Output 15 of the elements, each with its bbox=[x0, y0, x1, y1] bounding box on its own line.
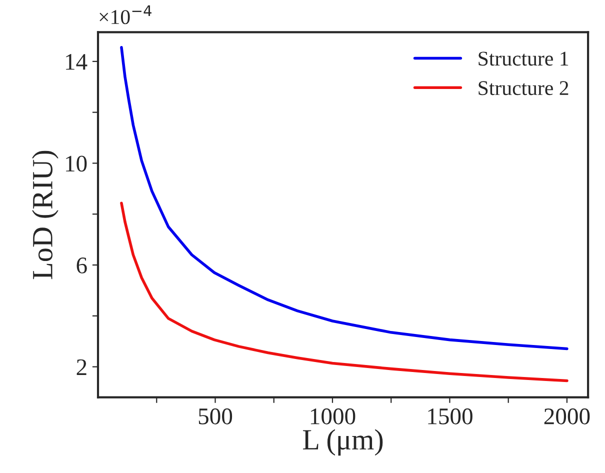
text: ×10$^{−4}$ bbox=[100, 5, 152, 24]
legend-label: Structure 1 bbox=[478, 52, 568, 66]
x-tick-label: 1000 bbox=[310, 408, 356, 424]
line-series bbox=[120, 46, 568, 350]
y-tick-label: 14 bbox=[66, 54, 88, 70]
y-axis-title: LoD (RIU) bbox=[32, 150, 58, 280]
x-tick-label: 1500 bbox=[428, 408, 472, 424]
y-tick-label: 10 bbox=[66, 156, 87, 172]
x-axis-title: L (μm) bbox=[302, 429, 383, 456]
legend-label: Structure 2 bbox=[478, 81, 568, 96]
x-tick-label: 2000 bbox=[544, 408, 590, 424]
line-series bbox=[120, 202, 568, 382]
x-tick-label: 500 bbox=[198, 408, 232, 424]
y-tick-label: 2 bbox=[76, 359, 86, 375]
y-tick-label: 6 bbox=[76, 258, 87, 274]
